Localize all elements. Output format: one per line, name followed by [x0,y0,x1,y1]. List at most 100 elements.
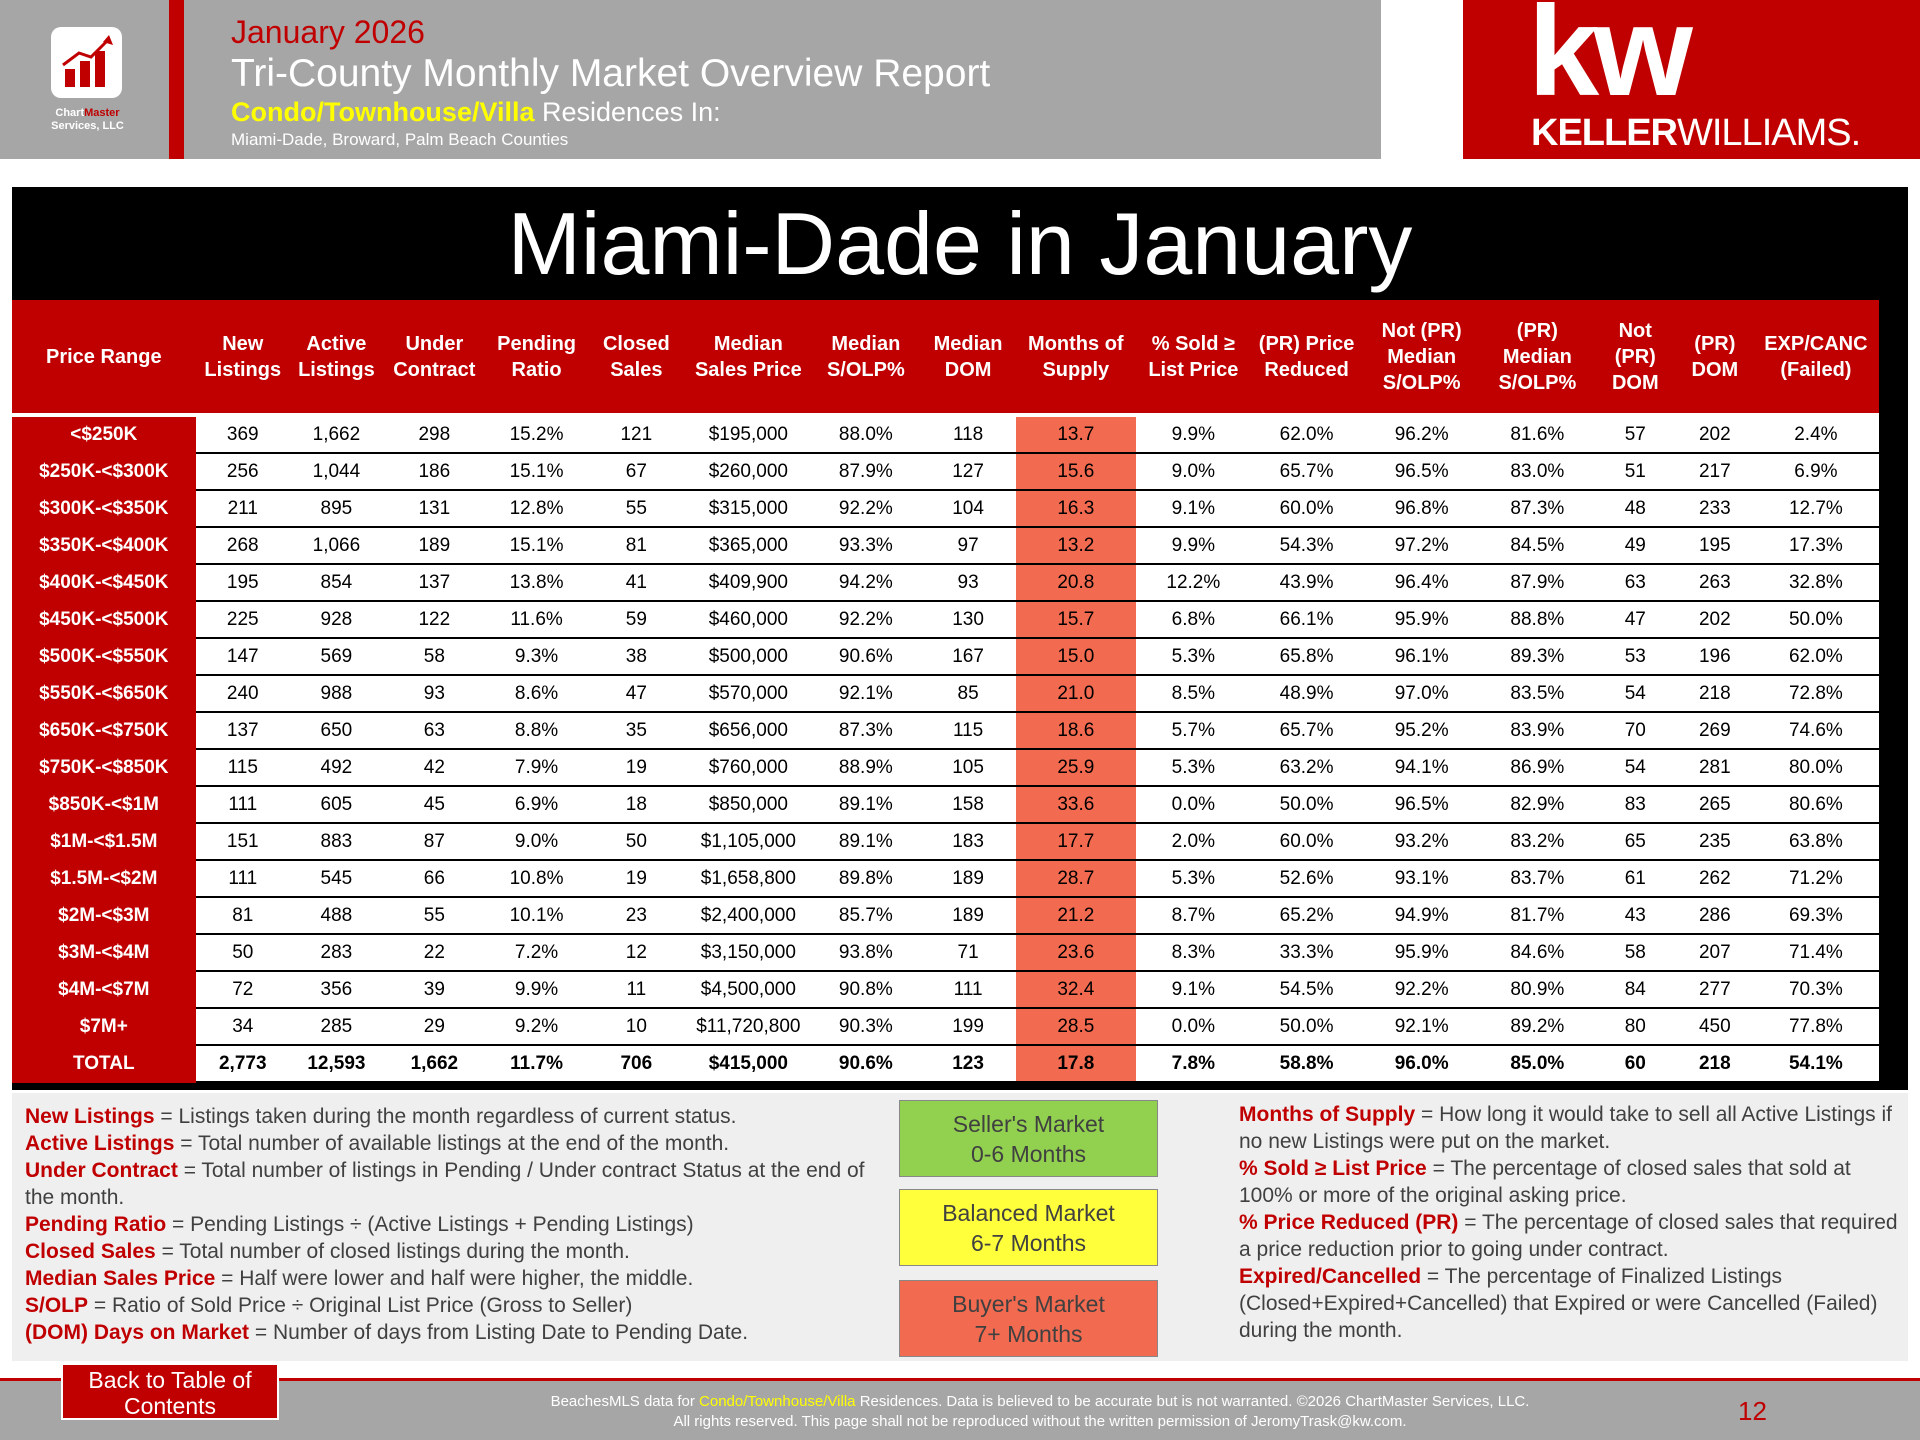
total-row: TOTAL 2,773 12,593 1,662 11.7% 706 $415,000 90.… [12,1045,1879,1083]
table-cell: 233 [1676,490,1753,528]
back-button[interactable]: Back to Table of Contents [61,1363,279,1420]
table-cell: 262 [1676,860,1753,898]
definition-text: = The percentage of closed sales that so… [1239,1157,1851,1207]
column-header: Price Range [12,300,196,417]
definition-text: = Total number of available listings at … [180,1132,730,1155]
table-cell: 9.1% [1135,490,1251,528]
definition-term: Expired/Cancelled [1239,1265,1422,1288]
definition-term: Pending Ratio [25,1213,167,1236]
logo-text: ChartMaster Services, LLC [30,107,145,133]
column-header-line: S/OLP% [826,358,905,381]
table-cell: 189 [920,897,1016,935]
table-cell: 60.0% [1250,823,1363,861]
column-header-line: (PR) [1614,345,1656,368]
table-cell: $195,000 [685,415,812,454]
table-cell: 49 [1593,527,1677,565]
table-cell: 7.2% [485,934,588,972]
table-cell: 63.2% [1250,749,1363,787]
table-cell: 104 [920,490,1016,528]
table-cell: 71.4% [1752,934,1879,972]
table-cell: 58 [1593,934,1677,972]
column-header-line: (Failed) [1780,358,1852,381]
table-cell: 207 [1676,934,1753,972]
table-cell: 5.7% [1135,712,1251,750]
column-header-line: Pending [497,332,576,355]
table-cell: 63 [1593,564,1677,602]
column-header-line: Under [405,332,464,355]
column-header-line: Median [831,332,901,355]
price-range: $250K-<$300K [12,453,196,491]
price-range: $1M-<$1.5M [12,823,196,861]
table-cell: $3,150,000 [685,934,812,972]
table-cell: 183 [920,823,1016,861]
definition-text: = Half were lower and half were higher, … [221,1267,694,1290]
column-header: Months of Supply [1015,300,1136,417]
table-cell: 59 [587,601,686,639]
table-cell: 83.0% [1481,453,1594,491]
table-cell: 22 [382,934,486,972]
price-range: $7M+ [12,1008,196,1046]
table-cell: 80.9% [1481,971,1594,1009]
table-cell: $260,000 [685,453,812,491]
brand-name-bold: KELLER [1531,112,1678,154]
table-cell: 235 [1676,823,1753,861]
definition-text: = The percentage of closed sales that re… [1239,1211,1898,1261]
table-cell: 569 [289,638,383,676]
table-cell: 92.2% [1362,971,1482,1009]
table-cell: 8.3% [1135,934,1251,972]
definitions-left: New Listings = Listings taken during the… [25,1103,885,1346]
table-cell: 7.8% [1135,1045,1251,1083]
column-header-line: Price Range [46,345,162,368]
definition-term: Active Listings [25,1132,175,1155]
definition-term: Under Contract [25,1159,178,1182]
table-cell: 50 [195,934,290,972]
report-subtitle: Condo/Townhouse/Villa Residences In: [231,97,721,128]
definition-term: (DOM) Days on Market [25,1321,250,1344]
table-cell: 83.9% [1481,712,1594,750]
logo-name: Chart [55,107,85,119]
table-cell: 87 [382,823,486,861]
table-cell: 63 [382,712,486,750]
column-header: % Sold ≥ List Price [1135,300,1251,417]
table-cell: 195 [195,564,290,602]
data-row: $350K-<$400K 268 1,066 189 15.1% 81 $365,000 93… [12,527,1879,565]
table-cell: 122 [382,601,486,639]
table-cell: 12 [587,934,686,972]
table-cell: 48.9% [1250,675,1363,713]
table-cell: 196 [1676,638,1753,676]
definition: Pending Ratio = Pending Listings ÷ (Acti… [25,1211,885,1238]
table-cell: $656,000 [685,712,812,750]
data-row: $3M-<$4M 50 283 22 7.2% 12 $3,150,000 93.8% 71 23… [12,934,1879,972]
table-cell: 158 [920,786,1016,824]
table-cell: 13.2 [1015,527,1136,565]
market-key-label: Balanced Market [942,1200,1115,1226]
table-cell: 60.0% [1250,490,1363,528]
definition: Under Contract = Total number of listing… [25,1157,885,1211]
table-cell: 131 [382,490,486,528]
table-cell: 32.4 [1015,971,1136,1009]
column-header-line: (PR) [1516,319,1558,342]
column-header: (PR) Median S/OLP% [1481,300,1594,417]
table-cell: 23.6 [1015,934,1136,972]
definition: Active Listings = Total number of availa… [25,1130,885,1157]
table-cell: 0.0% [1135,1008,1251,1046]
table-cell: 1,044 [289,453,383,491]
footer-text: BeachesMLS data for Condo/Townhouse/Vill… [380,1392,1700,1432]
column-header-line: Ratio [511,358,562,381]
price-range: <$250K [12,415,196,454]
table-cell: 67 [587,453,686,491]
data-row: <$250K 369 1,662 298 15.2% 121 $195,000 88.0% 11… [12,415,1879,454]
table-cell: 13.7 [1015,415,1136,454]
table-cell: 16.3 [1015,490,1136,528]
table-cell: 15.2% [485,415,588,454]
price-range: $2M-<$3M [12,897,196,935]
table-cell: 89.2% [1481,1008,1594,1046]
column-header: New Listings [195,300,290,417]
table-cell: 93.8% [811,934,921,972]
table-cell: 89.8% [811,860,921,898]
definition-term: S/OLP [25,1294,89,1317]
table-cell: 83.2% [1481,823,1594,861]
data-row: $7M+ 34 285 29 9.2% 10 $11,720,800 90.3% 199 28.5… [12,1008,1879,1046]
table-area: Price Range New Listings Active Listings Unde… [12,300,1908,1090]
source-text: BeachesMLS data for [550,1393,695,1410]
